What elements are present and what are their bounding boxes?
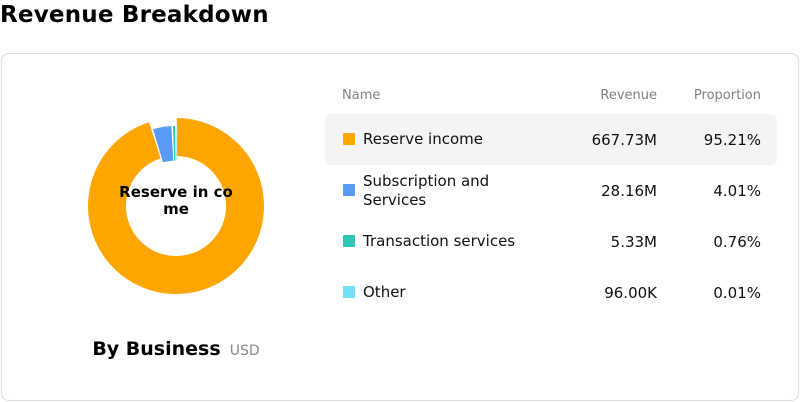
header-revenue: Revenue	[600, 88, 657, 103]
legend-revenue: 96.00K	[604, 283, 657, 302]
legend-table-header: Name Revenue Proportion	[325, 84, 777, 114]
page-title: Revenue Breakdown	[0, 2, 269, 28]
donut-slice[interactable]	[153, 126, 174, 163]
donut-svg	[88, 118, 264, 294]
legend-table: Name Revenue Proportion Reserve income 66…	[325, 84, 777, 318]
legend-proportion: 4.01%	[713, 181, 761, 200]
legend-row[interactable]: Transaction services 5.33M 0.76%	[325, 216, 777, 267]
donut-slice[interactable]	[172, 125, 176, 161]
chart-caption: By Business USD	[2, 338, 350, 360]
legend-row[interactable]: Reserve income 667.73M 95.21%	[325, 114, 777, 165]
donut-center-label: Reserve in come	[119, 183, 233, 218]
header-name: Name	[342, 88, 381, 103]
header-proportion: Proportion	[693, 88, 761, 103]
legend-revenue: 28.16M	[601, 181, 657, 200]
legend-row[interactable]: Other 96.00K 0.01%	[325, 267, 777, 318]
legend-name: Reserve income	[363, 130, 483, 148]
legend-proportion: 0.76%	[713, 232, 761, 251]
legend-name: Transaction services	[363, 232, 516, 250]
donut-slice[interactable]	[176, 125, 178, 161]
legend-swatch	[343, 184, 355, 196]
caption-unit: USD	[229, 343, 260, 359]
legend-swatch	[343, 286, 355, 298]
legend-revenue: 5.33M	[610, 232, 657, 251]
legend-swatch	[343, 235, 355, 247]
legend-proportion: 0.01%	[713, 283, 761, 302]
legend-proportion: 95.21%	[703, 130, 761, 149]
legend-name: Other	[363, 283, 406, 301]
legend-revenue: 667.73M	[591, 130, 657, 149]
legend-name: Subscription and Services	[363, 171, 490, 209]
donut-slice[interactable]	[88, 118, 264, 294]
donut-chart: Reserve in come	[86, 116, 266, 296]
revenue-card: Reserve in come By Business USD Name Rev…	[1, 53, 799, 401]
legend-row[interactable]: Subscription and Services 28.16M 4.01%	[325, 165, 777, 216]
caption-title: By Business	[92, 338, 221, 360]
legend-swatch	[343, 133, 355, 145]
